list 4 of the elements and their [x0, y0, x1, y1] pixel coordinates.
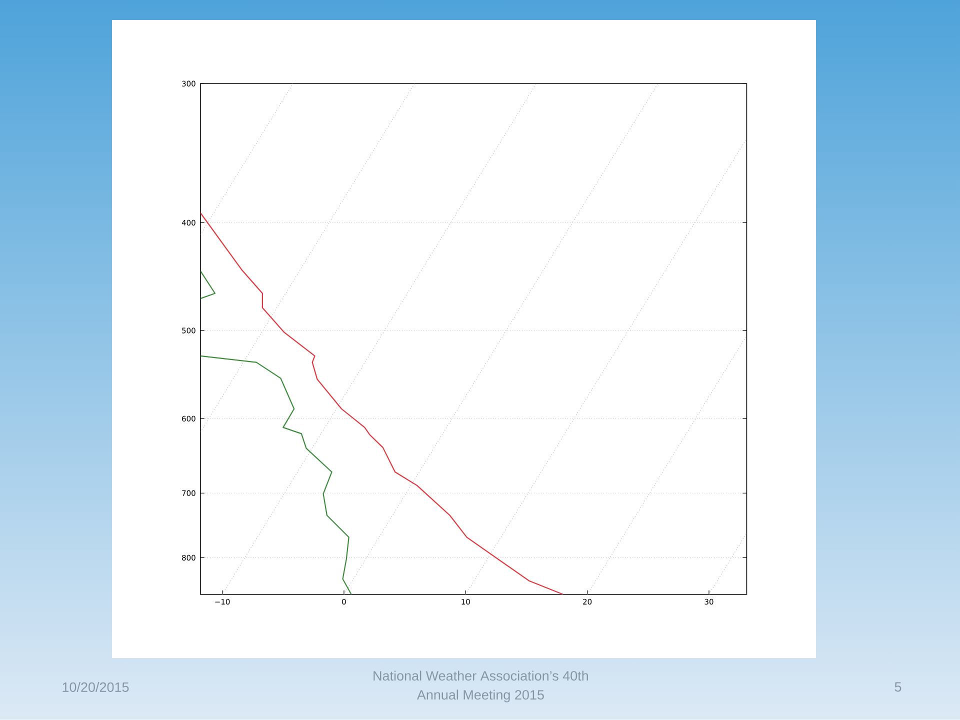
text: 5	[894, 682, 902, 692]
line-series	[200, 212, 564, 594]
text: 10/20/2015	[62, 682, 129, 692]
text: National Weather Association’s 40th Annual Meeting 2015	[374, 670, 588, 702]
